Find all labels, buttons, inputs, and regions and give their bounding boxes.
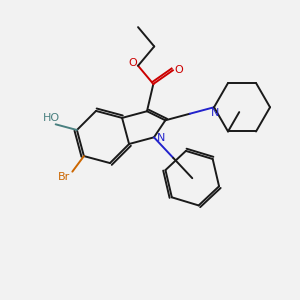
Text: O: O xyxy=(129,58,137,68)
Text: O: O xyxy=(175,65,183,75)
Text: Br: Br xyxy=(58,172,70,182)
Text: N: N xyxy=(211,108,219,118)
Text: N: N xyxy=(157,133,165,143)
Text: HO: HO xyxy=(43,113,60,123)
